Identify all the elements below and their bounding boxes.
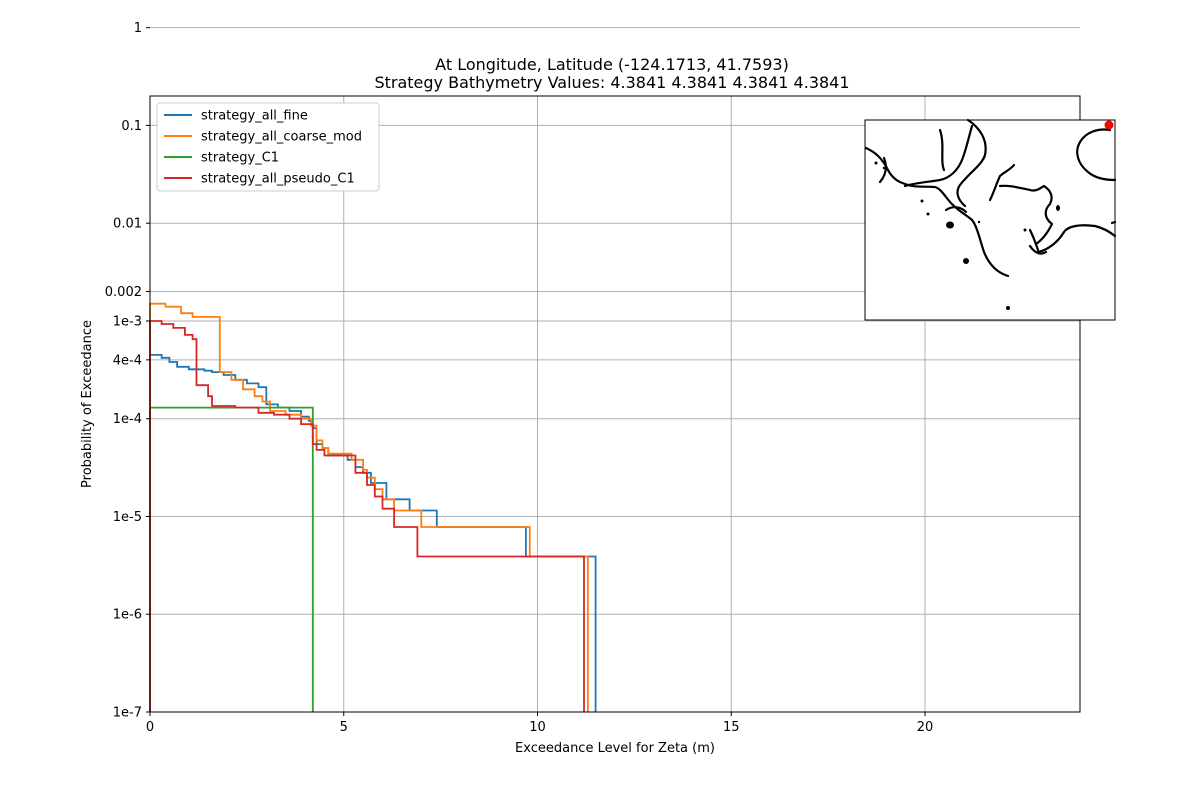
legend-box <box>156 102 380 192</box>
location-marker <box>1104 120 1114 130</box>
plot-area <box>149 95 1081 713</box>
y-tick-label: 1e-4 <box>113 412 142 427</box>
islands <box>874 161 1060 310</box>
series-line-strategy_C1 <box>149 406 314 712</box>
title-line-1: At Longitude, Latitude (-124.1713, 41.75… <box>435 55 789 74</box>
x-tick-label: 0 <box>146 720 154 735</box>
y-tick-label: 0.002 <box>105 285 142 300</box>
y-tick-label: 0.1 <box>121 119 142 134</box>
y-tick-label: 1e-7 <box>113 706 142 721</box>
y-tick-label: 4e-4 <box>113 353 142 368</box>
x-tick-label: 5 <box>340 720 348 735</box>
title-line-2: Strategy Bathymetry Values: 4.3841 4.384… <box>374 73 849 92</box>
series-line-strategy_all_coarse_mod <box>149 302 589 712</box>
y-tick-label: 1e-3 <box>113 314 142 329</box>
x-axis-label: Exceedance Level for Zeta (m) <box>515 741 715 756</box>
x-axis-ticks: 0 5 10 15 20 <box>146 712 933 735</box>
chart-title: At Longitude, Latitude (-124.1713, 41.75… <box>374 55 849 92</box>
legend-item-label: strategy_all_coarse_mod <box>201 130 362 145</box>
legend-item-label: strategy_all_pseudo_C1 <box>201 172 355 187</box>
x-tick-label: 15 <box>723 720 740 735</box>
y-tick-label: 1e-5 <box>113 510 142 525</box>
legend-item-label: strategy_C1 <box>201 151 279 166</box>
inset-map-frame <box>864 119 1116 321</box>
coastline <box>864 118 1117 278</box>
y-axis-ticks: 1 0.1 0.01 0.002 1e-3 4e-4 1e-4 1e-5 1e-6 1e-7 <box>105 21 150 721</box>
y-tick-label: 1e-6 <box>113 608 142 623</box>
series-lines <box>149 302 597 712</box>
y-tick-label: 1 <box>134 21 142 36</box>
y-tick-label: 0.01 <box>113 217 142 232</box>
legend: strategy_all_fine strategy_all_coarse_mod… <box>156 102 380 192</box>
x-tick-label: 20 <box>917 720 934 735</box>
inset-map <box>864 118 1117 321</box>
y-axis-label: Probability of Exceedance <box>80 320 95 488</box>
legend-item-label: strategy_all_fine <box>201 109 308 124</box>
series-line-strategy_all_pseudo_C1 <box>149 320 585 712</box>
x-tick-label: 10 <box>529 720 546 735</box>
